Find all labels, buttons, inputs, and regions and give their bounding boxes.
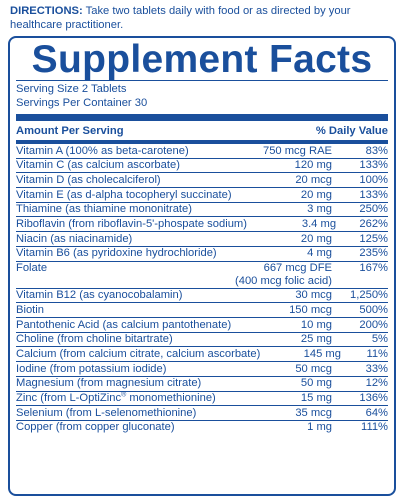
supplement-facts-panel: Supplement Facts Serving Size 2 Tablets … bbox=[8, 36, 396, 496]
nutrient-name: Iodine (from potassium iodide) bbox=[16, 362, 167, 375]
nutrient-name: Vitamin B6 (as pyridoxine hydrochloride) bbox=[16, 247, 217, 260]
nutrient-amount: 3.4 mg bbox=[301, 218, 337, 231]
nutrient-row-vitamin-b12: Vitamin B12 (as cyanocobalamin) 30 mcg 1,2… bbox=[16, 289, 388, 304]
nutrient-amount-line1: 667 mcg DFE bbox=[263, 262, 332, 275]
nutrient-name: Vitamin C (as calcium ascorbate) bbox=[16, 159, 180, 172]
nutrient-row-vitamin-e: Vitamin E (as d-alpha tocopheryl succina… bbox=[16, 188, 388, 203]
nutrient-dv: 5% bbox=[371, 333, 388, 346]
nutrient-dv: 33% bbox=[365, 362, 388, 375]
nutrient-name: Magnesium (from magnesium citrate) bbox=[16, 377, 202, 390]
nutrient-dv: 1,250% bbox=[350, 289, 388, 302]
nutrient-row-pantothenic-acid: Pantothenic Acid (as calcium pantothenat… bbox=[16, 318, 388, 333]
nutrient-amount: 20 mg bbox=[300, 188, 332, 201]
nutrient-amount: 10 mg bbox=[300, 318, 332, 331]
nutrient-name: Zinc (from L-OptiZinc® monomethionine) bbox=[16, 391, 236, 405]
nutrient-dv: 500% bbox=[359, 303, 388, 316]
nutrient-name: Vitamin A (100% as beta-carotene) bbox=[16, 144, 189, 157]
nutrient-row-thiamine: Thiamine (as thiamine mononitrate) 3 mg 25… bbox=[16, 203, 388, 218]
nutrient-list: Vitamin A (100% as beta-carotene) 750 mcg… bbox=[16, 144, 388, 435]
nutrient-name: Vitamin B12 (as cyanocobalamin) bbox=[16, 289, 183, 302]
nutrient-amount: 20 mg bbox=[300, 232, 332, 245]
nutrient-amount: 667 mcg DFE (400 mcg folic acid) bbox=[192, 262, 332, 287]
nutrient-name: Riboflavin (from riboflavin-5'-phospate … bbox=[16, 218, 247, 231]
nutrient-row-riboflavin: Riboflavin (from riboflavin-5'-phospate … bbox=[16, 217, 388, 233]
nutrient-dv: 200% bbox=[359, 318, 388, 331]
nutrient-row-zinc: Zinc (from L-OptiZinc® monomethionine) 15… bbox=[16, 391, 388, 407]
nutrient-row-magnesium: Magnesium (from magnesium citrate) 50 mg 1… bbox=[16, 377, 388, 392]
nutrient-amount: 20 mcg bbox=[295, 173, 332, 186]
nutrient-name-tail: monomethionine) bbox=[126, 392, 216, 405]
nutrient-row-vitamin-d: Vitamin D (as cholecalciferol) 20 mcg 100% bbox=[16, 173, 388, 189]
nutrient-amount: 750 mcg RAE bbox=[262, 144, 332, 157]
nutrient-amount: 50 mcg bbox=[295, 362, 332, 375]
nutrient-dv: 83% bbox=[365, 144, 388, 157]
directions-body: Take two tablets daily with food or as d… bbox=[10, 5, 351, 31]
nutrient-amount: 1 mg bbox=[307, 421, 332, 434]
nutrient-row-calcium: Calcium (from calcium citrate, calcium a… bbox=[16, 347, 388, 363]
nutrient-name: Pantothenic Acid (as calcium pantothenat… bbox=[16, 318, 232, 331]
nutrient-dv: 262% bbox=[359, 218, 388, 231]
nutrient-amount: 50 mg bbox=[300, 377, 332, 390]
nutrient-name: Calcium (from calcium citrate, calcium a… bbox=[16, 348, 261, 361]
registered-mark: ® bbox=[121, 391, 127, 399]
nutrient-amount-line2: (400 mcg folic acid) bbox=[235, 274, 332, 287]
nutrient-dv: 125% bbox=[359, 232, 388, 245]
nutrient-dv: 133% bbox=[359, 188, 388, 201]
nutrient-dv: 100% bbox=[359, 173, 388, 186]
nutrient-amount: 120 mg bbox=[294, 159, 332, 172]
nutrient-name: Niacin (as niacinamide) bbox=[16, 232, 133, 245]
nutrient-dv: 111% bbox=[361, 421, 388, 434]
panel-title: Supplement Facts bbox=[31, 38, 373, 81]
nutrient-row-folate: Folate 667 mcg DFE (400 mcg folic acid) … bbox=[16, 262, 388, 289]
directions-label: DIRECTIONS: bbox=[10, 5, 83, 17]
nutrient-dv: 250% bbox=[359, 203, 388, 216]
nutrient-dv: 12% bbox=[365, 377, 388, 390]
nutrient-name: Selenium (from L-selenomethionine) bbox=[16, 406, 197, 419]
nutrient-name: Vitamin D (as cholecalciferol) bbox=[16, 173, 161, 186]
directions-text: DIRECTIONS: Take two tablets daily with … bbox=[10, 4, 398, 32]
nutrient-amount: 30 mcg bbox=[295, 289, 332, 302]
nutrient-amount: 15 mg bbox=[300, 392, 332, 405]
header-amount: Amount Per Serving bbox=[16, 125, 124, 137]
header-divider bbox=[16, 140, 388, 144]
nutrient-amount: 150 mcg bbox=[289, 303, 332, 316]
nutrient-row-vitamin-c: Vitamin C (as calcium ascorbate) 120 mg 13… bbox=[16, 159, 388, 174]
nutrient-name: Biotin bbox=[16, 303, 44, 316]
nutrient-dv: 136% bbox=[359, 392, 388, 405]
nutrient-amount: 145 mg bbox=[303, 348, 341, 361]
nutrient-row-vitamin-b6: Vitamin B6 (as pyridoxine hydrochloride)… bbox=[16, 247, 388, 262]
nutrient-name: Thiamine (as thiamine mononitrate) bbox=[16, 203, 192, 216]
nutrient-name: Copper (from copper gluconate) bbox=[16, 421, 175, 434]
nutrient-dv: 11% bbox=[366, 348, 388, 361]
servings-per-container: Servings Per Container 30 bbox=[16, 97, 148, 109]
nutrient-dv: 235% bbox=[359, 247, 388, 260]
nutrient-row-vitamin-a: Vitamin A (100% as beta-carotene) 750 mcg… bbox=[16, 144, 388, 159]
nutrient-row-choline: Choline (from choline bitartrate) 25 mg 5% bbox=[16, 333, 388, 348]
nutrient-row-niacin: Niacin (as niacinamide) 20 mg 125% bbox=[16, 232, 388, 247]
nutrient-name-main: Zinc (from L-OptiZinc bbox=[16, 392, 122, 405]
nutrient-dv: 64% bbox=[365, 406, 388, 419]
nutrient-row-iodine: Iodine (from potassium iodide) 50 mcg 33% bbox=[16, 362, 388, 377]
nutrient-name: Choline (from choline bitartrate) bbox=[16, 333, 173, 346]
nutrient-amount: 35 mcg bbox=[295, 406, 332, 419]
nutrient-row-selenium: Selenium (from L-selenomethionine) 35 mcg… bbox=[16, 406, 388, 421]
serving-size: Serving Size 2 Tablets bbox=[16, 83, 127, 95]
header-dv: % Daily Value bbox=[315, 125, 388, 137]
thick-divider bbox=[16, 114, 388, 121]
nutrient-amount: 25 mg bbox=[300, 333, 332, 346]
nutrient-dv: 133% bbox=[359, 159, 388, 172]
nutrient-row-biotin: Biotin 150 mcg 500% bbox=[16, 303, 388, 319]
title-divider bbox=[16, 80, 388, 81]
nutrient-amount: 4 mg bbox=[307, 247, 332, 260]
nutrient-name: Folate bbox=[16, 262, 48, 275]
nutrient-name: Vitamin E (as d-alpha tocopheryl succina… bbox=[16, 188, 232, 201]
nutrient-dv: 167% bbox=[359, 262, 388, 275]
table-header: Amount Per Serving % Daily Value bbox=[16, 121, 388, 140]
nutrient-amount: 3 mg bbox=[307, 203, 332, 216]
nutrient-row-copper: Copper (from copper gluconate) 1 mg 111% bbox=[16, 421, 388, 435]
